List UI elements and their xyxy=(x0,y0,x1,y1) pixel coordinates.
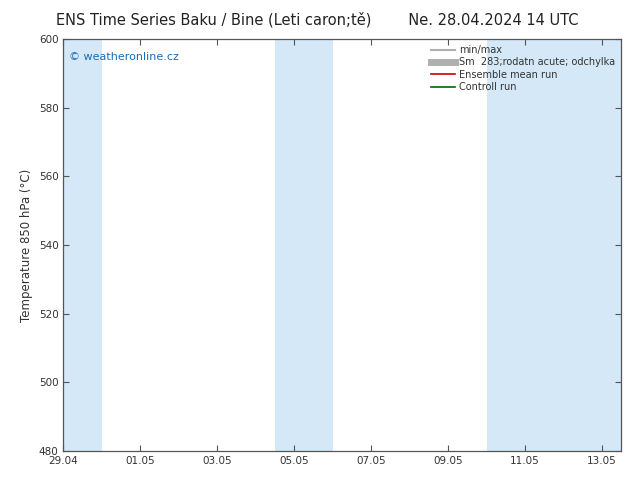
Legend: min/max, Sm  283;rodatn acute; odchylka, Ensemble mean run, Controll run: min/max, Sm 283;rodatn acute; odchylka, … xyxy=(428,42,618,95)
Bar xyxy=(275,39,333,451)
Text: ENS Time Series Baku / Bine (Leti caron;tě)        Ne. 28.04.2024 14 UTC: ENS Time Series Baku / Bine (Leti caron;… xyxy=(56,12,578,28)
Bar xyxy=(487,39,621,451)
Y-axis label: Temperature 850 hPa (°C): Temperature 850 hPa (°C) xyxy=(20,169,33,321)
Text: © weatheronline.cz: © weatheronline.cz xyxy=(69,51,179,62)
Bar xyxy=(56,39,102,451)
